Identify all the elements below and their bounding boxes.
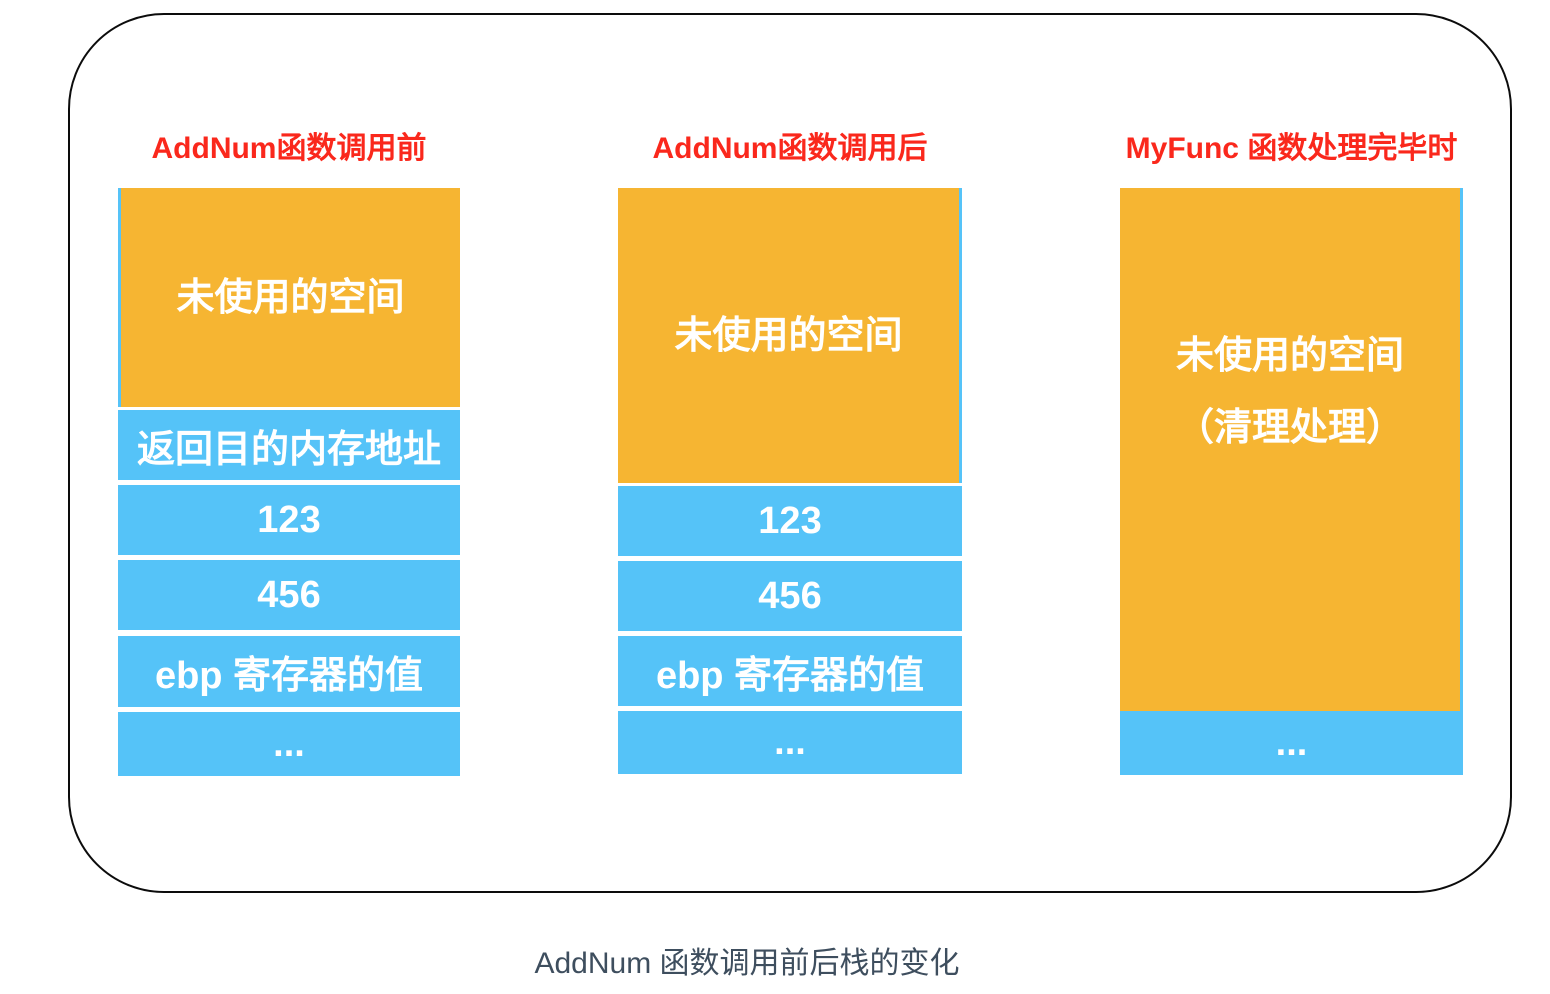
unused-space-block: 未使用的空间 <box>618 188 962 483</box>
diagram-caption: AddNum 函数调用前后栈的变化 <box>534 947 960 980</box>
column-title-before-call: AddNum函数调用前 <box>151 132 427 165</box>
unused-space-block: 未使用的空间 <box>118 188 460 407</box>
stack-myfunc-done: 未使用的空间 （清理处理） ... <box>1120 188 1463 775</box>
stack-column-myfunc-done: MyFunc 函数处理完毕时 未使用的空间 （清理处理） ... <box>1120 133 1463 775</box>
stack-cell-ellipsis: ... <box>1120 711 1463 775</box>
column-title-myfunc-done: MyFunc 函数处理完毕时 <box>1125 132 1458 165</box>
stack-cell-arg-123: 123 <box>118 485 460 555</box>
stack-cell-arg-456: 456 <box>618 561 962 631</box>
stack-after-call: 未使用的空间 123 456 ebp 寄存器的值 ... <box>618 188 962 774</box>
stack-cell-arg-123: 123 <box>618 486 962 556</box>
stack-before-call: 未使用的空间 返回目的内存地址 123 456 ebp 寄存器的值 ... <box>118 188 460 776</box>
stack-column-before-call: AddNum函数调用前 未使用的空间 返回目的内存地址 123 456 ebp … <box>118 133 460 776</box>
unused-space-label: 未使用的空间 <box>674 314 903 357</box>
unused-space-sublabel: （清理处理） <box>1175 407 1404 449</box>
stack-cell-ellipsis: ... <box>618 711 962 774</box>
stack-cell-ebp: ebp 寄存器的值 <box>118 636 460 707</box>
stack-column-after-call: AddNum函数调用后 未使用的空间 123 456 ebp 寄存器的值 ... <box>618 133 962 774</box>
stack-cell-return-address: 返回目的内存地址 <box>118 410 460 480</box>
stack-cell-arg-456: 456 <box>118 560 460 630</box>
column-title-after-call: AddNum函数调用后 <box>652 132 928 165</box>
unused-space-block: 未使用的空间 （清理处理） <box>1120 188 1463 711</box>
stack-cell-ellipsis: ... <box>118 712 460 776</box>
unused-space-label: 未使用的空间 <box>1175 335 1404 377</box>
unused-space-label: 未使用的空间 <box>176 276 405 319</box>
stack-cell-ebp: ebp 寄存器的值 <box>618 636 962 706</box>
